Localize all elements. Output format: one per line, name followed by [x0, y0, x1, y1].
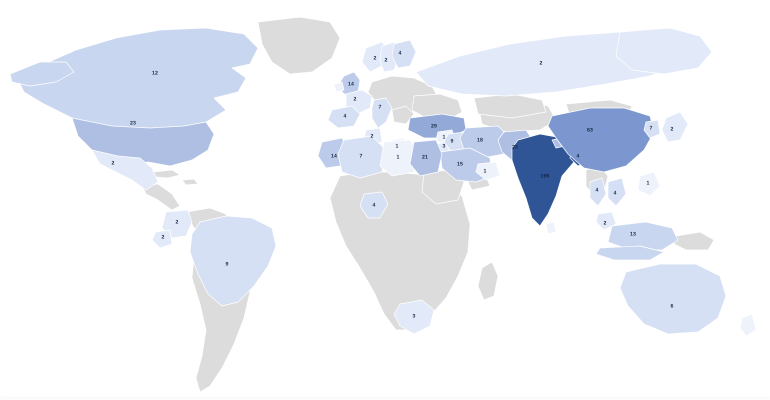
country-italy	[372, 98, 392, 128]
country-central-america	[142, 184, 180, 210]
country-ireland	[334, 82, 344, 92]
country-cuba	[152, 170, 180, 178]
country-japan	[662, 112, 688, 142]
country-nigeria	[360, 192, 388, 218]
country-greenland	[258, 17, 340, 74]
country-oman	[476, 162, 500, 180]
country-indonesia	[608, 222, 678, 250]
country-spain	[328, 106, 360, 128]
country-ecuador	[152, 230, 172, 248]
country-thailand	[590, 178, 606, 206]
country-malaysia	[596, 212, 616, 230]
country-madagascar	[478, 262, 498, 300]
country-south-korea	[644, 120, 660, 138]
country-mexico	[92, 150, 158, 190]
country-egypt	[410, 140, 442, 176]
country-indonesia-java	[596, 246, 664, 260]
country-alaska	[10, 62, 74, 86]
country-antarctica	[0, 396, 770, 400]
country-south-africa	[394, 300, 434, 334]
country-vietnam	[608, 178, 626, 206]
country-china	[548, 108, 654, 172]
country-new-zealand	[740, 314, 756, 336]
country-russia-east	[616, 28, 712, 74]
country-algeria	[338, 136, 384, 178]
country-eastern-europe	[412, 94, 462, 120]
country-australia	[620, 264, 726, 334]
country-hispaniola	[182, 179, 198, 185]
country-sri-lanka	[546, 222, 556, 234]
country-finland	[392, 40, 416, 68]
land-valued-group	[10, 28, 756, 336]
country-brazil	[190, 216, 276, 306]
country-philippines	[638, 172, 660, 196]
country-libya	[380, 140, 418, 176]
country-papua-new-guinea	[674, 232, 714, 250]
